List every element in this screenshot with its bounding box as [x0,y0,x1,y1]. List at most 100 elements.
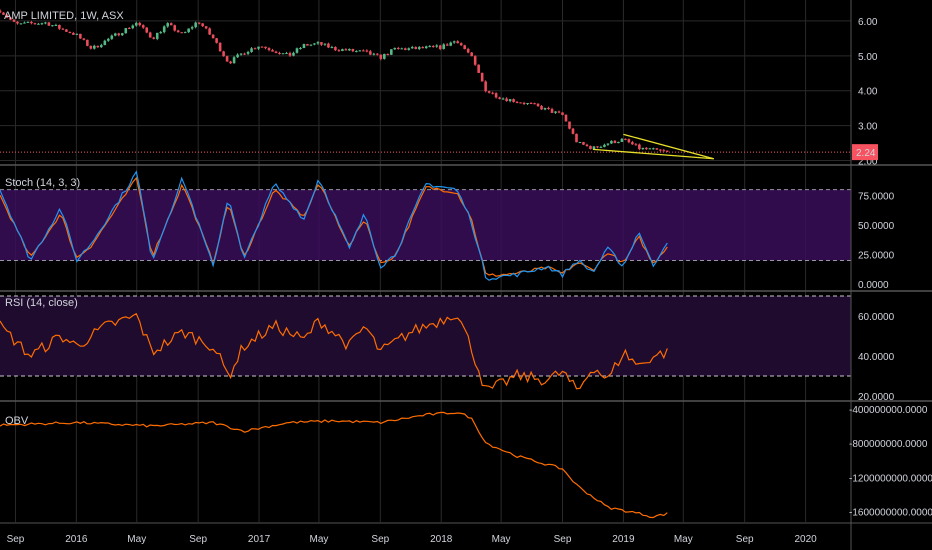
candle-body [484,81,487,92]
candle-body [463,45,466,50]
candle-body [505,98,508,102]
candle-body [547,107,550,110]
candle-body [19,23,23,25]
candle-body [183,32,187,34]
price-tick-label: 4.00 [858,87,878,98]
candle-body [515,101,519,103]
candle-body [603,144,606,147]
candle-body [571,128,575,134]
candle-body [187,28,190,33]
candle-body [96,45,100,48]
candle-body [561,112,564,115]
candle-body [148,32,152,38]
candle-body [589,145,592,150]
candle-body [575,133,578,143]
wedge-upper-line[interactable] [623,133,714,160]
candle-body [257,46,260,49]
candle-body [631,142,634,145]
candle-body [372,53,376,55]
candle-body [543,107,547,110]
candle-body [278,52,281,55]
rsi-title: RSI (14, close) [5,297,78,309]
wedge-lower-line[interactable] [592,148,714,160]
stoch-tick-label: 25.0000 [858,251,895,262]
time-tick-label: 2017 [248,534,271,545]
candle-body [264,46,267,49]
candle-body [519,102,522,104]
candle-body [103,40,107,46]
stoch-pane[interactable] [0,170,851,281]
candle-body [592,146,596,150]
candle-body [494,93,498,98]
candle-body [110,35,114,39]
candle-body [466,49,470,53]
candle-body [438,45,442,49]
candle-body [239,53,243,55]
rsi-pane[interactable] [0,295,851,390]
candle-body [107,38,110,41]
rsi-tick-label: 20.0000 [858,392,895,403]
obv-tick-label: -1600000000.0000 [849,508,932,519]
candle-body [243,53,246,55]
candle-body [211,34,215,39]
candle-body [159,32,163,34]
candle-body [407,48,411,50]
candle-body [480,72,484,82]
candle-body [526,103,529,105]
candle-body [117,33,121,36]
candle-body [662,150,666,152]
candle-body [634,144,638,146]
price-tick-label: 6.00 [858,17,878,28]
time-tick-label: 2019 [612,534,635,545]
candle-body [330,47,334,49]
candle-body [82,38,86,40]
candle-body [204,26,208,29]
candle-body [533,103,536,105]
candle-body [536,103,540,106]
candle-body [0,10,2,13]
last-price-tag [852,144,878,161]
candle-body [638,144,641,150]
candle-body [86,39,89,46]
candle-body [37,23,40,25]
candle-body [334,47,337,51]
candle-body [68,31,72,33]
candle-body [386,53,390,55]
candle-body [344,49,348,51]
candle-body [435,45,439,47]
candle-body [250,48,253,52]
candle-body [302,44,306,48]
candle-body [442,44,446,49]
candle-body [424,46,428,49]
stoch-tick-label: 75.0000 [858,192,895,203]
rsi-band-fill [0,296,851,376]
candle-body [585,144,589,146]
candle-body [33,23,37,25]
symbol-title: AMP LIMITED, 1W, ASX [4,10,124,22]
candle-body [376,53,379,55]
candle-body [162,26,166,33]
axes: 6.00 5.00 4.00 3.00 2.002.24 75.0000 50.0000 25… [7,17,932,545]
candle-body [320,42,323,45]
candle-body [655,148,659,150]
time-tick-label: 2016 [65,534,88,545]
candle-body [421,47,425,49]
time-tick-label: Sep [189,534,207,545]
candle-body [508,99,512,102]
candle-body [554,111,557,113]
time-tick-label: Sep [371,534,389,545]
candle-body [260,46,264,48]
obv-pane[interactable] [0,411,668,519]
price-pane[interactable] [0,9,851,160]
rsi-tick-label: 60.0000 [858,312,895,323]
candle-body [145,27,149,33]
candle-body [194,22,197,28]
candle-body [281,53,285,55]
candle-body [176,30,180,33]
candle-body [557,111,561,113]
candle-body [309,44,313,46]
candle-body [173,25,176,31]
